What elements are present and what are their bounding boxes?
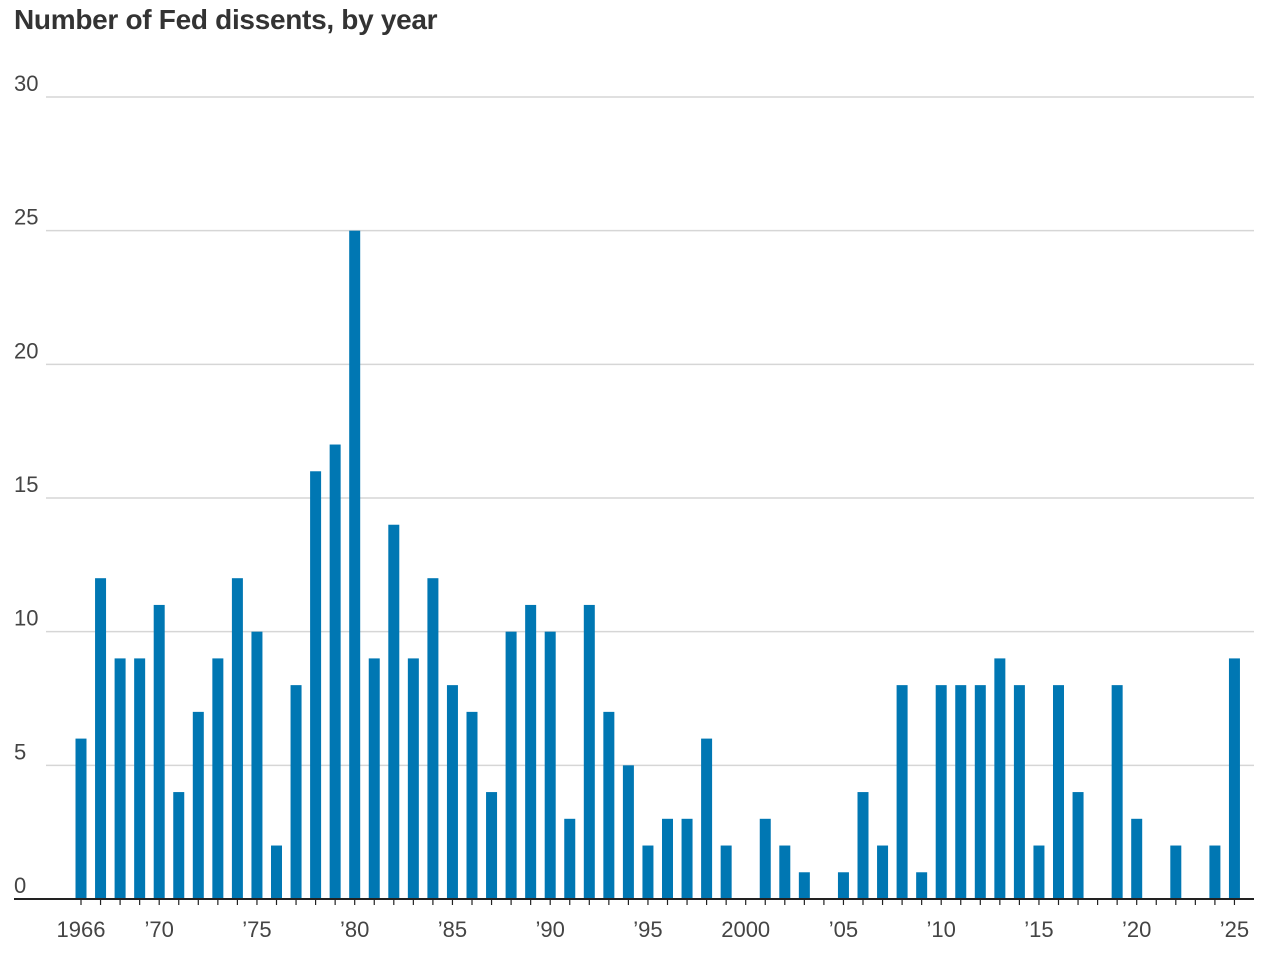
bar-1973	[212, 658, 224, 899]
bar-1986	[466, 711, 478, 899]
bar-2013	[994, 658, 1006, 899]
x-tick-label: ’25	[1220, 917, 1249, 942]
bar-1996	[662, 818, 673, 899]
x-tick-label: ’10	[927, 917, 956, 942]
bar-1976	[271, 845, 282, 899]
bar-2005	[837, 872, 849, 899]
bar-2009	[916, 872, 928, 899]
y-tick-label: 10	[14, 606, 38, 631]
x-tick-label: ’75	[242, 917, 271, 942]
y-tick-label: 30	[14, 71, 38, 96]
x-tick-label: ’85	[438, 917, 467, 942]
bar-1989	[525, 604, 537, 899]
x-tick-label: ’15	[1024, 917, 1053, 942]
bar-1984	[427, 578, 439, 899]
y-tick-label: 0	[14, 873, 26, 898]
bar-1981	[368, 658, 380, 899]
bar-2001	[759, 818, 771, 899]
bar-2007	[877, 845, 889, 899]
bar-1970	[153, 604, 165, 899]
x-tick-labels: 1966 ’70 ’75 ’80 ’85 ’90 ’95 2000 ’05 ’10 ’15 ’20 ’2…	[57, 917, 1250, 942]
bar-1997	[681, 818, 693, 899]
x-tick-label: ’05	[829, 917, 858, 942]
bar-1966	[75, 738, 87, 899]
bar-1994	[622, 765, 634, 899]
bar-1969	[134, 658, 146, 899]
x-tick-marks	[80, 899, 1236, 905]
bar-1974	[231, 578, 243, 899]
bar-2022	[1170, 845, 1182, 899]
bar-1967	[95, 578, 107, 899]
bar-1998	[701, 738, 713, 899]
bar-2016	[1053, 685, 1064, 899]
bar-2017	[1072, 792, 1084, 899]
bar-1988	[505, 631, 517, 899]
bar-1975	[251, 631, 263, 899]
bar-1968	[114, 658, 126, 899]
y-tick-label: 25	[14, 205, 38, 230]
bar-2008	[896, 685, 908, 899]
y-tick-label: 20	[14, 338, 38, 363]
chart-title: Number of Fed dissents, by year	[14, 4, 438, 35]
x-tick-label: ’95	[633, 917, 662, 942]
bar-1999	[720, 845, 732, 899]
x-tick-label: 2000	[721, 917, 770, 942]
bar-1972	[192, 711, 204, 899]
bar-2019	[1111, 685, 1123, 899]
bar-1993	[603, 711, 615, 899]
bar-1979	[329, 444, 341, 899]
bar-1992	[583, 604, 595, 899]
bar-1983	[407, 658, 419, 899]
bar-2020	[1131, 818, 1143, 899]
bar-2024	[1209, 845, 1221, 899]
bar-2011	[955, 685, 967, 899]
bar-1985	[446, 685, 458, 899]
y-tick-label: 5	[14, 739, 26, 764]
bar-2012	[974, 685, 986, 899]
bar-2006	[857, 792, 869, 899]
grid-lines	[46, 96, 1254, 767]
x-tick-label: ’70	[145, 917, 174, 942]
bar-1995	[642, 845, 654, 899]
bars	[75, 230, 1240, 900]
y-tick-label: 15	[14, 472, 38, 497]
bar-2003	[798, 872, 810, 899]
bar-1991	[564, 818, 576, 899]
x-tick-label: ’80	[340, 917, 369, 942]
bar-1990	[544, 631, 556, 899]
bar-2015	[1033, 845, 1045, 899]
bar-1982	[388, 524, 400, 899]
bar-2014	[1013, 685, 1025, 899]
bar-2010	[935, 685, 947, 899]
bar-1971	[173, 792, 185, 899]
x-tick-label: ’90	[536, 917, 565, 942]
x-tick-label: ’20	[1122, 917, 1151, 942]
bar-1980	[349, 230, 361, 900]
x-tick-label: 1966	[57, 917, 106, 942]
bar-2025	[1228, 658, 1240, 899]
bar-1977	[290, 685, 302, 899]
bar-1978	[310, 471, 322, 899]
bar-1987	[486, 792, 498, 899]
bar-2002	[779, 845, 791, 899]
y-tick-labels: 0 5 10 15 20 25 30	[14, 71, 38, 898]
